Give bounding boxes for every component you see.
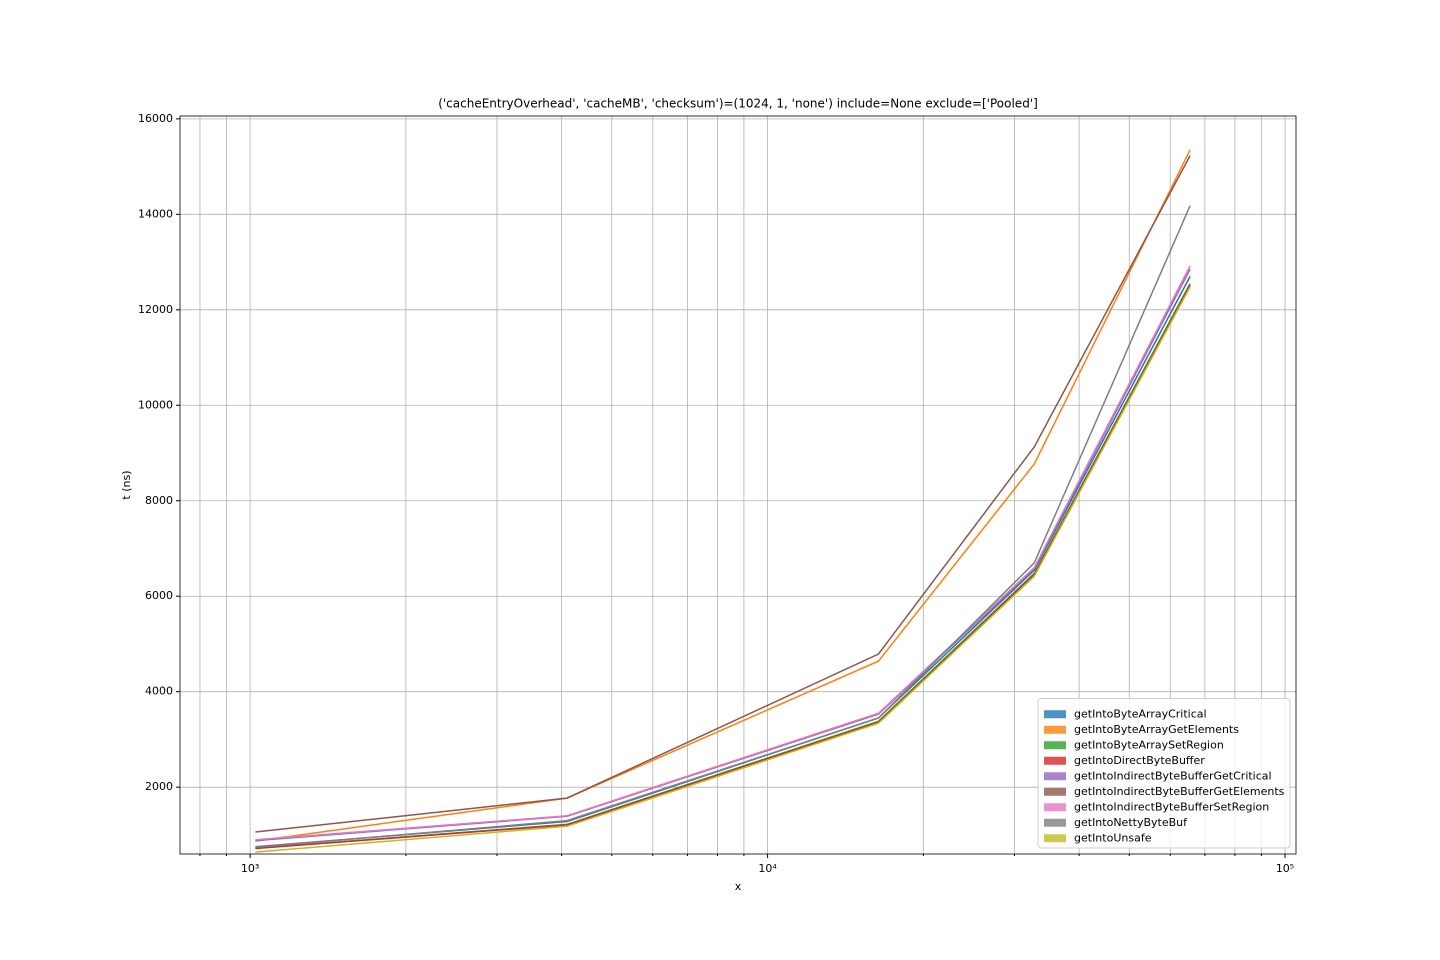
y-tick-label: 16000 xyxy=(138,112,173,125)
series-line xyxy=(255,155,1191,833)
legend-box xyxy=(1037,698,1291,849)
y-tick-label: 8000 xyxy=(145,494,173,507)
legend-swatch xyxy=(1044,725,1066,734)
legend-label: getIntoUnsafe xyxy=(1074,831,1152,844)
plot-frame xyxy=(179,115,1297,855)
x-tick-label: 10⁴ xyxy=(758,862,777,875)
y-axis-label: t (ns) xyxy=(120,470,133,499)
legend-label: getIntoByteArrayGetElements xyxy=(1074,723,1239,736)
legend-swatch xyxy=(1044,787,1066,796)
legend-swatch xyxy=(1044,741,1066,750)
legend-swatch xyxy=(1044,803,1066,812)
chart-title: ('cacheEntryOverhead', 'cacheMB', 'check… xyxy=(438,97,1038,111)
x-tick-label: 10³ xyxy=(241,862,259,875)
series-line xyxy=(255,149,1191,842)
x-axis-label: x xyxy=(735,880,742,893)
legend-swatch xyxy=(1044,834,1066,843)
series-line xyxy=(255,286,1191,853)
legend-label: getIntoIndirectByteBufferGetElements xyxy=(1074,785,1285,798)
y-tick-label: 12000 xyxy=(138,303,173,316)
legend-label: getIntoDirectByteBuffer xyxy=(1074,754,1205,767)
legend-swatch xyxy=(1044,710,1066,719)
legend-swatch xyxy=(1044,818,1066,827)
y-tick-label: 14000 xyxy=(138,207,173,220)
legend-label: getIntoByteArrayCritical xyxy=(1074,707,1207,720)
y-tick-label: 2000 xyxy=(145,780,173,793)
legend-label: getIntoByteArraySetRegion xyxy=(1074,738,1224,751)
legend-swatch xyxy=(1044,756,1066,765)
y-tick-label: 10000 xyxy=(138,398,173,411)
x-tick-label: 10⁵ xyxy=(1276,862,1294,875)
legend-swatch xyxy=(1044,772,1066,781)
series-line xyxy=(255,265,1191,841)
y-tick-label: 6000 xyxy=(145,589,173,602)
series-line xyxy=(255,205,1191,849)
legend-label: getIntoIndirectByteBufferGetCritical xyxy=(1074,769,1272,782)
legend-label: getIntoIndirectByteBufferSetRegion xyxy=(1074,800,1269,813)
legend-label: getIntoNettyByteBuf xyxy=(1074,816,1188,829)
y-tick-label: 4000 xyxy=(145,685,173,698)
